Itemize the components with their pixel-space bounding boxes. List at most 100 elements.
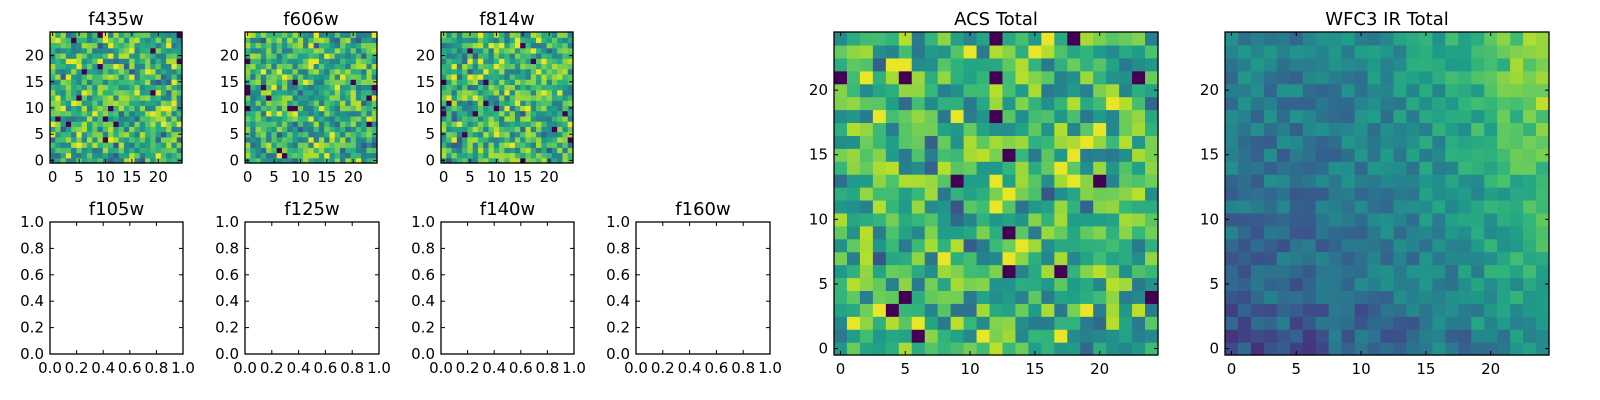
heatmap-cell [97, 42, 104, 49]
heatmap-cell [287, 131, 294, 138]
heatmap-cell [950, 174, 965, 188]
heatmap-cell [1367, 199, 1382, 214]
heatmap-cell [102, 152, 109, 159]
heatmap-cell [1250, 329, 1265, 343]
heatmap-cell [318, 142, 325, 148]
heatmap-cell [1289, 83, 1304, 98]
heatmap-cell [260, 73, 267, 80]
heatmap-cell [355, 37, 362, 44]
heatmap-cell [266, 136, 272, 143]
heatmap-cell [1315, 57, 1330, 72]
heatmap-cell [509, 32, 516, 38]
heatmap-cell [898, 238, 913, 253]
heatmap-cell [834, 148, 848, 162]
heatmap-cell [499, 32, 505, 38]
heatmap-cell [1119, 199, 1133, 214]
heatmap-cell [499, 89, 505, 96]
heatmap-cell [872, 44, 887, 59]
x-tick-label: 0.0 [624, 359, 648, 377]
heatmap-cell [318, 63, 325, 70]
heatmap-cell [488, 136, 495, 143]
heatmap-cell [557, 73, 564, 80]
heatmap-cell [562, 84, 569, 91]
heatmap-cell [1054, 70, 1068, 85]
heatmap-cell [108, 73, 114, 80]
heatmap-cell [477, 157, 484, 164]
heatmap-cell [937, 109, 952, 124]
heatmap-cell [989, 148, 1004, 162]
heatmap-cell [885, 238, 900, 253]
heatmap-cell [898, 122, 913, 136]
heatmap-cell [139, 121, 146, 127]
heatmap-cell [297, 79, 304, 85]
heatmap-cell [92, 136, 99, 143]
y-tick-label: 5 [818, 275, 828, 293]
heatmap-cell [250, 89, 257, 96]
heatmap-cell [1054, 32, 1068, 46]
y-tick-label: 0.0 [606, 345, 630, 363]
heatmap-cell [924, 161, 939, 175]
heatmap-cell [989, 277, 1004, 291]
heatmap-cell [271, 42, 278, 49]
heatmap-cell [129, 63, 136, 70]
heatmap-cell [55, 105, 62, 112]
heatmap-cell [898, 187, 913, 201]
heatmap-cell [976, 225, 991, 240]
heatmap-cell [872, 251, 887, 266]
y-tick-label: 1.0 [20, 213, 44, 231]
heatmap-cell [266, 52, 272, 59]
heatmap-cell [872, 135, 887, 149]
heatmap-cell [303, 126, 309, 133]
heatmap-cell [1093, 83, 1107, 98]
heatmap-cell [361, 110, 368, 117]
heatmap-cell [1406, 96, 1420, 111]
heatmap-cell [536, 63, 542, 70]
heatmap-cell [1002, 174, 1017, 188]
heatmap-cell [499, 42, 505, 49]
heatmap-cell [155, 126, 162, 133]
heatmap-cell [541, 121, 548, 127]
heatmap-cell [1302, 342, 1317, 356]
heatmap-cell [1432, 212, 1446, 227]
y-tick-label: 15 [220, 73, 239, 91]
heatmap-cell [1067, 277, 1081, 291]
heatmap-cell [287, 126, 294, 133]
heatmap-cell [123, 152, 130, 159]
x-tick-label: 0 [48, 168, 58, 186]
heatmap-cell [1289, 57, 1304, 72]
heatmap-cell [55, 37, 62, 44]
heatmap-cell [281, 47, 288, 54]
heatmap-cell [911, 264, 926, 279]
heatmap-cell [467, 115, 474, 122]
heatmap-cell [308, 37, 315, 44]
heatmap-cell [1289, 174, 1304, 188]
heatmap-cell [281, 37, 288, 44]
heatmap-cell [1225, 57, 1239, 72]
heatmap-cell [567, 47, 574, 54]
heatmap-cell [989, 44, 1004, 59]
heatmap-cell [1445, 161, 1459, 175]
heatmap-cell [118, 126, 125, 133]
heatmap-cell [276, 147, 283, 154]
heatmap-cell [1432, 329, 1446, 343]
heatmap-cell [86, 115, 93, 122]
heatmap-cell [1002, 316, 1017, 330]
heatmap-cell [1367, 277, 1382, 291]
heatmap-cell [1276, 135, 1291, 149]
heatmap-cell [1419, 148, 1433, 162]
heatmap-cell [1237, 329, 1252, 343]
heatmap-cell [950, 329, 965, 343]
heatmap-cell [50, 37, 56, 44]
heatmap-cell [276, 115, 283, 122]
heatmap-cell [245, 100, 251, 106]
heatmap-cell [71, 58, 77, 65]
heatmap-cell [976, 44, 991, 59]
heatmap-cell [166, 63, 173, 70]
heatmap-cell [1054, 135, 1068, 149]
heatmap-cell [1497, 329, 1511, 343]
heatmap-cell [1119, 303, 1133, 317]
heatmap-cell [334, 58, 341, 65]
heatmap-cell [176, 152, 183, 159]
heatmap-cell [541, 100, 548, 106]
heatmap-cell [1041, 329, 1055, 343]
